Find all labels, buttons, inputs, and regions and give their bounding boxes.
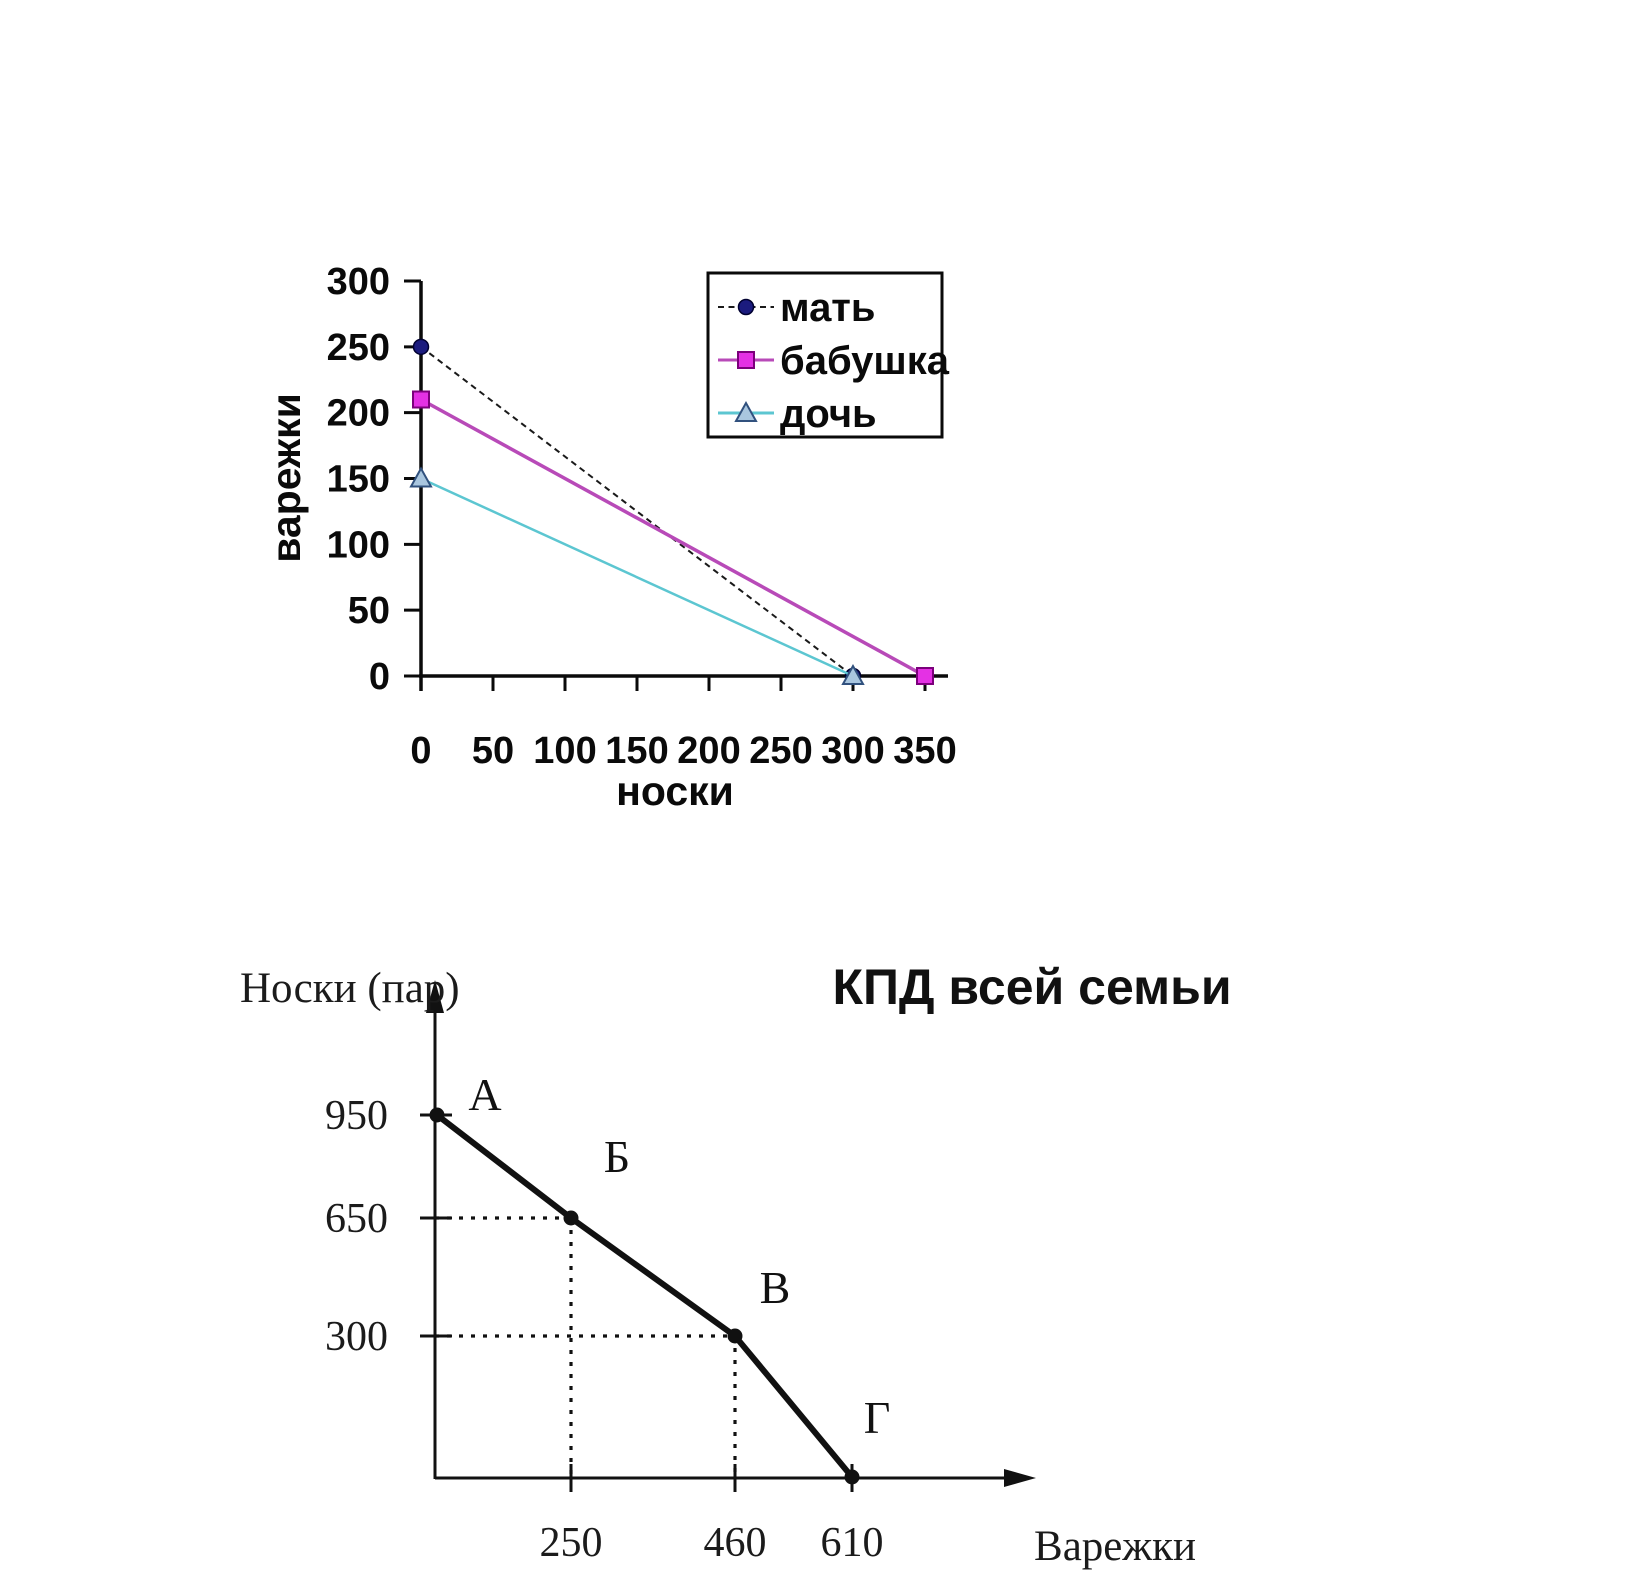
top-legend: мать бабушка дочь	[706, 271, 950, 439]
frontier-curve	[434, 1112, 855, 1480]
point-label-Г: Г	[864, 1392, 891, 1443]
top-y-ticks: 0 50 100 150 200 250 300	[327, 261, 421, 698]
square-marker	[916, 667, 934, 685]
square-marker	[412, 390, 430, 409]
series-line-бабушка	[420, 397, 926, 678]
bottom-chart-title: КПД всей семьи	[832, 959, 1231, 1015]
bottom-y-axis-title: Носки (пар)	[240, 965, 460, 1012]
legend-item-дочь: дочь	[718, 392, 877, 436]
bottom-y-axis-arrow	[426, 980, 444, 1013]
bottom-guides	[435, 1216, 737, 1478]
bottom-ticks: 950 650 300 250 460 610	[325, 1093, 884, 1566]
point-dot-В	[727, 1328, 743, 1344]
point-dot-Б	[563, 1210, 579, 1226]
triangle-marker	[841, 663, 865, 685]
legend-label: дочь	[780, 392, 877, 436]
x-tick-label: 250	[540, 1520, 603, 1566]
point-label-А: А	[468, 1069, 501, 1120]
y-tick-label: 150	[327, 459, 390, 501]
x-tick-label: 100	[533, 730, 596, 772]
y-tick-label: 250	[327, 327, 390, 369]
series-line-дочь	[420, 477, 854, 678]
y-tick-label: 300	[325, 1314, 388, 1360]
series-line-мать	[420, 346, 854, 677]
y-tick-label: 950	[325, 1093, 388, 1139]
x-tick-label: 200	[677, 730, 740, 772]
point-dot-Г	[844, 1469, 860, 1485]
top-x-axis-title: носки	[616, 768, 734, 814]
legend-rows: мать бабушка дочь	[718, 286, 950, 436]
x-tick-label: 0	[410, 730, 431, 772]
y-tick-label: 200	[327, 393, 390, 435]
legend-label: мать	[780, 286, 876, 330]
top-series	[409, 338, 934, 685]
circle-marker	[412, 338, 430, 356]
x-tick-label: 250	[749, 730, 812, 772]
bottom-chart: 950 650 300 250 460 610 А Б В Г КПД всей семьи Н…	[240, 959, 1232, 1570]
x-tick-label: 460	[704, 1520, 767, 1566]
legend-square-marker	[737, 351, 755, 369]
x-tick-label: 300	[821, 730, 884, 772]
legend-triangle-marker	[734, 400, 758, 422]
legend-item-мать: мать	[718, 286, 876, 330]
point-label-Б: Б	[604, 1131, 630, 1182]
top-y-axis-title: варежки	[263, 393, 309, 563]
x-tick-label: 50	[472, 730, 514, 772]
y-tick-label: 50	[348, 590, 390, 632]
x-tick-label: 150	[605, 730, 668, 772]
y-tick-label: 100	[327, 524, 390, 566]
bottom-x-axis-arrow	[1004, 1469, 1036, 1487]
y-tick-label: 300	[327, 261, 390, 303]
x-tick-label: 610	[821, 1520, 884, 1566]
x-tick-label: 350	[893, 730, 956, 772]
bottom-point-labels: А Б В Г	[468, 1069, 890, 1443]
triangle-marker	[409, 466, 433, 488]
bottom-x-axis-title: Варежки	[1034, 1523, 1196, 1570]
legend-item-бабушка: бабушка	[718, 339, 950, 383]
top-x-ticks: 0 50 100 150 200 250 300 350	[410, 676, 957, 772]
y-tick-label: 650	[325, 1196, 388, 1242]
legend-label: бабушка	[780, 339, 950, 383]
y-tick-label: 0	[369, 656, 390, 698]
point-dot-А	[429, 1107, 445, 1123]
bottom-curve	[429, 1107, 860, 1485]
point-label-В: В	[760, 1262, 791, 1313]
legend-circle-marker	[737, 298, 755, 316]
